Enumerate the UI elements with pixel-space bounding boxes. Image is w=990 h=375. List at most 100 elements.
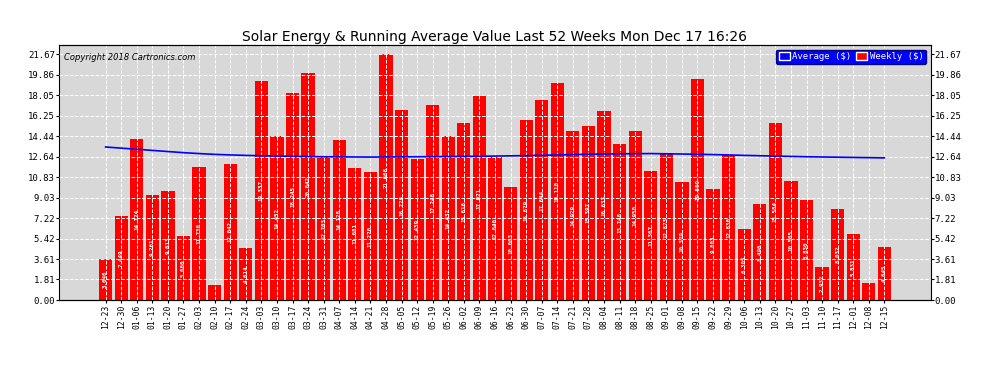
- Text: 9.261: 9.261: [149, 239, 154, 256]
- Text: 14.452: 14.452: [274, 208, 279, 229]
- Bar: [115, 216, 128, 300]
- Bar: [613, 144, 627, 300]
- Text: 15.616: 15.616: [461, 201, 466, 222]
- Text: 17.248: 17.248: [431, 192, 436, 213]
- Text: 11.681: 11.681: [352, 223, 357, 244]
- Bar: [192, 167, 206, 300]
- Text: Copyright 2018 Cartronics.com: Copyright 2018 Cartronics.com: [63, 53, 195, 62]
- Text: 8.032: 8.032: [836, 246, 841, 263]
- Bar: [254, 81, 268, 300]
- Bar: [707, 189, 720, 300]
- Text: 16.633: 16.633: [602, 195, 607, 216]
- Text: 14.128: 14.128: [337, 210, 342, 231]
- Bar: [659, 154, 673, 300]
- Text: 15.397: 15.397: [586, 202, 591, 223]
- Bar: [800, 200, 813, 300]
- Bar: [240, 248, 252, 300]
- Text: 16.728: 16.728: [399, 195, 404, 216]
- Text: 17.971: 17.971: [477, 188, 482, 209]
- Bar: [722, 154, 736, 300]
- Bar: [675, 182, 688, 300]
- Text: 20.042: 20.042: [306, 176, 311, 197]
- Text: 12.703: 12.703: [321, 217, 326, 238]
- Text: 12.042: 12.042: [228, 221, 233, 242]
- Text: 12.836: 12.836: [726, 217, 732, 238]
- Bar: [146, 195, 159, 300]
- Text: 11.270: 11.270: [368, 226, 373, 247]
- Bar: [208, 285, 222, 300]
- Bar: [846, 234, 860, 300]
- Bar: [550, 83, 564, 300]
- Bar: [831, 209, 844, 300]
- Text: 8.830: 8.830: [804, 241, 809, 259]
- Bar: [317, 156, 331, 300]
- Bar: [348, 168, 361, 300]
- Bar: [504, 187, 517, 300]
- Text: 10.379: 10.379: [679, 231, 684, 252]
- Text: 5.831: 5.831: [850, 258, 855, 276]
- Bar: [738, 228, 750, 300]
- Bar: [536, 100, 548, 300]
- Bar: [566, 131, 579, 300]
- Text: 5.660: 5.660: [181, 259, 186, 277]
- Text: 14.929: 14.929: [570, 205, 575, 226]
- Text: 7.449: 7.449: [119, 249, 124, 267]
- Bar: [784, 181, 798, 300]
- Text: 19.509: 19.509: [695, 179, 700, 200]
- Text: 6.305: 6.305: [742, 255, 746, 273]
- Bar: [488, 157, 502, 300]
- Bar: [878, 248, 891, 300]
- Bar: [177, 236, 190, 300]
- Text: 21.666: 21.666: [383, 167, 388, 188]
- Text: 12.873: 12.873: [664, 216, 669, 237]
- Bar: [426, 105, 440, 300]
- Text: 2.932: 2.932: [820, 274, 825, 292]
- Text: 11.736: 11.736: [197, 223, 202, 244]
- Bar: [333, 140, 346, 300]
- Text: 18.245: 18.245: [290, 186, 295, 207]
- Text: 14.174: 14.174: [135, 209, 140, 230]
- Text: 19.337: 19.337: [258, 180, 264, 201]
- Title: Solar Energy & Running Average Value Last 52 Weeks Mon Dec 17 16:26: Solar Energy & Running Average Value Las…: [243, 30, 747, 44]
- Bar: [161, 191, 174, 300]
- Bar: [379, 54, 393, 300]
- Text: 10.505: 10.505: [788, 230, 793, 251]
- Bar: [629, 130, 642, 300]
- Bar: [691, 79, 704, 300]
- Bar: [411, 159, 424, 300]
- Bar: [582, 126, 595, 300]
- Text: 4.614: 4.614: [244, 265, 248, 283]
- Text: 8.496: 8.496: [757, 243, 762, 261]
- Bar: [768, 123, 782, 300]
- Text: 3.646: 3.646: [103, 271, 108, 288]
- Text: 4.645: 4.645: [882, 265, 887, 282]
- Bar: [597, 111, 611, 300]
- Text: 13.748: 13.748: [617, 211, 622, 232]
- Bar: [644, 171, 657, 300]
- Text: 19.110: 19.110: [554, 181, 559, 202]
- Bar: [862, 282, 875, 300]
- Text: 15.879: 15.879: [524, 200, 529, 220]
- Text: 12.640: 12.640: [492, 218, 498, 239]
- Text: 9.803: 9.803: [711, 236, 716, 253]
- Bar: [442, 136, 454, 300]
- Bar: [816, 267, 829, 300]
- Legend: Average ($), Weekly ($): Average ($), Weekly ($): [776, 50, 926, 64]
- Bar: [753, 204, 766, 300]
- Text: 11.367: 11.367: [648, 225, 653, 246]
- Bar: [286, 93, 299, 300]
- Text: 14.432: 14.432: [446, 208, 450, 229]
- Bar: [302, 73, 315, 300]
- Bar: [457, 123, 470, 300]
- Text: 9.613: 9.613: [165, 237, 170, 254]
- Text: 12.439: 12.439: [415, 219, 420, 240]
- Bar: [224, 164, 237, 300]
- Bar: [130, 140, 144, 300]
- Text: 17.644: 17.644: [540, 189, 545, 210]
- Text: 15.584: 15.584: [773, 201, 778, 222]
- Bar: [270, 136, 283, 300]
- Bar: [395, 110, 408, 300]
- Bar: [363, 172, 377, 300]
- Text: 14.950: 14.950: [633, 205, 638, 226]
- Bar: [473, 96, 486, 300]
